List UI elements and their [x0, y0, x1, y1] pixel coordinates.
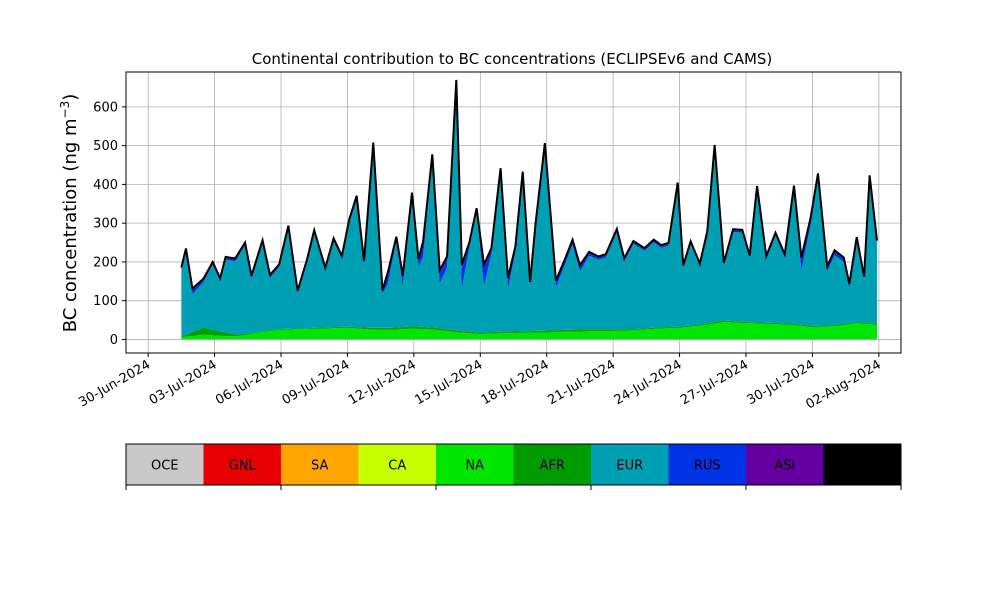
y-axis: 0 100 200 300 400 500 600 [93, 100, 126, 348]
legend-label-rus: RUS [694, 459, 721, 474]
legend-swatch-oce [126, 444, 204, 485]
legend-swatch-ca [358, 444, 436, 485]
y-tick-label: 200 [93, 255, 118, 270]
y-tick-label: 500 [93, 139, 118, 154]
y-tick-label: 100 [93, 294, 118, 309]
plot-area [125, 71, 902, 354]
area-na [181, 321, 878, 340]
total-line [180, 79, 879, 292]
legend-label-gnl: GNL [229, 459, 257, 474]
legend-label-sa: SA [311, 459, 328, 474]
y-tick-label: 0 [110, 333, 118, 348]
y-axis-label-close: ) [60, 94, 81, 101]
area-eur [181, 84, 878, 337]
legend-swatch-eur [591, 444, 669, 485]
x-tick-label: 06-Jul-2024 [213, 357, 286, 408]
x-tick-label: 27-Jul-2024 [678, 357, 751, 408]
legend-label-aus: AUS [849, 459, 876, 474]
total-outline [180, 79, 879, 292]
y-axis-label: BC concentration (ng m−3) [58, 94, 81, 333]
legend-swatch-asi [746, 444, 824, 485]
y-axis-label-exponent: −3 [58, 101, 72, 119]
x-tick-label: 03-Jul-2024 [147, 357, 220, 408]
legend-swatch-sa [281, 444, 359, 485]
legend-frame [125, 443, 902, 486]
x-tick-label: 21-Jul-2024 [545, 357, 618, 408]
area-afr [181, 320, 878, 338]
legend-label-afr: AFR [540, 459, 565, 474]
legend-label-na: NA [465, 459, 484, 474]
legend-swatch-afr [513, 444, 591, 485]
legend-label-eur: EUR [616, 459, 643, 474]
y-tick-label: 300 [93, 217, 118, 232]
y-tick-label: 400 [93, 178, 118, 193]
legend-swatch-rus [668, 444, 746, 485]
plot-frame [125, 71, 902, 354]
y-tick-label: 600 [93, 100, 118, 115]
stacked-areas [181, 79, 878, 340]
legend-swatch-aus [823, 444, 901, 485]
x-tick-label: 30-Jun-2024 [76, 357, 153, 410]
y-axis-label-main: BC concentration (ng m [60, 118, 81, 332]
x-tick-label: 15-Jul-2024 [412, 357, 485, 408]
legend-swatch-gnl [203, 444, 281, 485]
x-tick-label: 24-Jul-2024 [612, 357, 685, 408]
legend-label-oce: OCE [151, 459, 179, 474]
x-tick-label: 02-Aug-2024 [804, 357, 884, 412]
legend-label-ca: CA [388, 459, 406, 474]
x-axis: 30-Jun-202403-Jul-202406-Jul-202409-Jul-… [76, 353, 884, 413]
x-tick-label: 18-Jul-2024 [479, 357, 552, 408]
legend-swatch-na [436, 444, 514, 485]
legend: OCE GNL SA CA NA AFR EUR RUS ASI AUS [125, 443, 902, 490]
legend-label-asi: ASI [774, 459, 795, 474]
x-tick-label: 12-Jul-2024 [346, 357, 419, 408]
x-tick-label: 09-Jul-2024 [280, 357, 353, 408]
chart-title: Continental contribution to BC concentra… [252, 50, 773, 68]
